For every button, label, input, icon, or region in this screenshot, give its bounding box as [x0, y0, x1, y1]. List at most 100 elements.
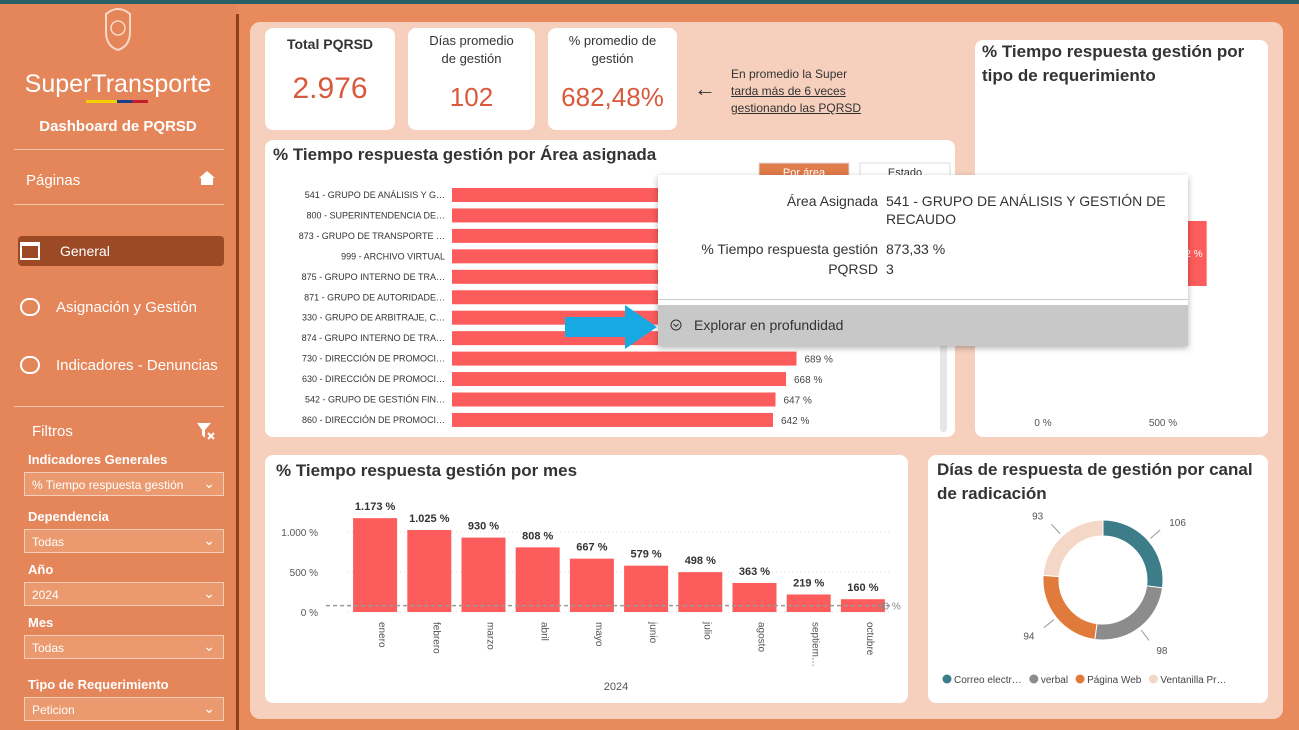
- divider: [14, 406, 224, 407]
- chevron: ⌄: [203, 475, 215, 491]
- leader-line: [1150, 529, 1161, 539]
- chart-title: % Tiempo respuesta gestión por mes: [276, 461, 578, 480]
- legend-swatch: [942, 674, 952, 684]
- pages-heading: Páginas: [26, 172, 81, 189]
- drill-icon: [670, 319, 682, 331]
- nav-label: General: [60, 243, 110, 259]
- bar: [452, 392, 776, 407]
- legend-label: Correo electr…: [954, 675, 1022, 686]
- nav-label: Asignación y Gestión: [56, 299, 197, 316]
- legend-label: verbal: [1041, 675, 1068, 686]
- filter-dropdown[interactable]: Todas ⌄: [24, 635, 224, 659]
- brand: SuperTransporte: [24, 70, 212, 98]
- bar: [732, 582, 777, 612]
- nav-item[interactable]: Asignación y Gestión: [18, 292, 224, 322]
- data-label: 93: [1032, 511, 1044, 522]
- bar: [407, 530, 452, 612]
- insight-link[interactable]: tarda más de 6 veces gestionando las PQR…: [731, 84, 862, 115]
- value-label: 219 %: [793, 577, 824, 589]
- nav-item[interactable]: Indicadores - Denuncias: [18, 350, 224, 380]
- kpi-label: Días promedio de gestión: [429, 33, 514, 66]
- bar: [515, 547, 560, 612]
- chevron: ⌄: [203, 532, 215, 548]
- logo-emblem: [105, 8, 131, 52]
- chevron: ⌄: [203, 585, 215, 601]
- clear-filter-icon[interactable]: [196, 422, 216, 440]
- subtitle: Dashboard de PQRSD: [39, 118, 197, 135]
- filter-dropdown[interactable]: 2024 ⌄: [24, 582, 224, 606]
- value-label: 363 %: [739, 566, 770, 578]
- filter-dropdown[interactable]: Peticion ⌄: [24, 697, 224, 721]
- donut-slice: [1042, 574, 1098, 641]
- chart-card: [928, 455, 1268, 703]
- chart-title: Días de respuesta de gestión por canal d…: [937, 460, 1253, 503]
- bar: [624, 565, 669, 612]
- y-tick-label: 800 - SUPERINTENDENCIA DE…: [306, 210, 445, 220]
- x-tick-label: octubre: [864, 622, 875, 656]
- y-tick-label: 0 %: [301, 608, 318, 619]
- x-tick-label: junio: [647, 621, 658, 644]
- x-tick-label: mayo: [593, 622, 604, 647]
- tooltip: Explorar en profundidad Área Asignada 541…: [658, 175, 1188, 346]
- legend-label: Ventanilla Pr…: [1160, 675, 1226, 686]
- value-label: 647 %: [784, 396, 812, 407]
- value-label: 579 %: [630, 549, 661, 561]
- y-tick-label: 541 - GRUPO DE ANÁLISIS Y G…: [305, 190, 445, 200]
- bar: [452, 372, 786, 387]
- bar: [840, 599, 885, 612]
- nav-label: Indicadores - Denuncias: [56, 357, 218, 374]
- chart-title: % Tiempo respuesta gestión por tipo de r…: [982, 42, 1245, 85]
- x-axis-title: 2024: [604, 681, 628, 693]
- tooltip-divider: [658, 299, 1188, 300]
- chevron: ⌄: [203, 638, 215, 654]
- filter-value: Todas: [32, 641, 65, 655]
- kpi-card: [265, 28, 395, 130]
- donut-slice: [1094, 585, 1164, 641]
- leader-line: [1140, 629, 1150, 641]
- y-tick-label: 871 - GRUPO DE AUTORIDADE…: [304, 292, 445, 302]
- data-label: 98: [1156, 646, 1168, 657]
- divider: [14, 149, 224, 150]
- filter-dropdown[interactable]: Todas ⌄: [24, 529, 224, 553]
- tooltip-value: 541 - GRUPO DE ANÁLISIS Y GESTIÓN DE REC…: [886, 193, 1166, 227]
- drill-label: Explorar en profundidad: [694, 317, 844, 333]
- drill-action[interactable]: Explorar en profundidad: [658, 305, 1188, 346]
- filters-heading: Filtros: [32, 423, 73, 440]
- filter-value: Peticion: [32, 703, 75, 717]
- insight-text: En promedio la Super: [731, 67, 848, 81]
- tooltip-key: % Tiempo respuesta gestión: [701, 241, 878, 257]
- kpi-card: [548, 28, 677, 130]
- value-label: 498 %: [685, 555, 716, 567]
- x-tick-label: enero: [376, 622, 387, 648]
- sidebar: SuperTransporte Dashboard de PQRSD Págin…: [0, 4, 236, 730]
- chart-title: % Tiempo respuesta gestión por Área asig…: [273, 145, 657, 164]
- bar: [786, 594, 831, 612]
- y-tick-label: 860 - DIRECCIÓN DE PROMOCI…: [302, 415, 445, 425]
- x-tick-label: julio: [701, 621, 712, 640]
- data-label: 94: [1023, 631, 1035, 642]
- value-label: 808 %: [522, 530, 553, 542]
- y-tick-label: 630 - DIRECCIÓN DE PROMOCI…: [302, 374, 445, 384]
- top-bar: [0, 0, 1299, 4]
- kpi-value: 682,48%: [561, 82, 664, 112]
- filter-label: Indicadores Generales: [28, 452, 168, 467]
- filter-dropdown[interactable]: % Tiempo respuesta gestión ⌄: [24, 472, 224, 496]
- filter-value: Todas: [32, 535, 65, 549]
- sidebar-edge: [236, 14, 239, 730]
- donut-slice: [1102, 519, 1164, 589]
- data-label: 106: [1169, 518, 1186, 529]
- filter-label: Dependencia: [28, 509, 109, 524]
- nav-icon: [20, 242, 40, 260]
- tooltip-key: PQRSD: [828, 261, 878, 277]
- x-tick-label: 500 %: [1149, 418, 1177, 429]
- nav-item[interactable]: General: [18, 236, 224, 266]
- value-label: 642 %: [781, 416, 809, 427]
- legend-swatch: [1029, 674, 1039, 684]
- bar: [569, 558, 614, 612]
- nav-icon: [20, 356, 40, 374]
- donut-slice: [1042, 519, 1104, 578]
- chevron: ⌄: [203, 700, 215, 716]
- y-tick-label: 875 - GRUPO INTERNO DE TRA…: [302, 272, 445, 282]
- home-icon: [199, 171, 215, 185]
